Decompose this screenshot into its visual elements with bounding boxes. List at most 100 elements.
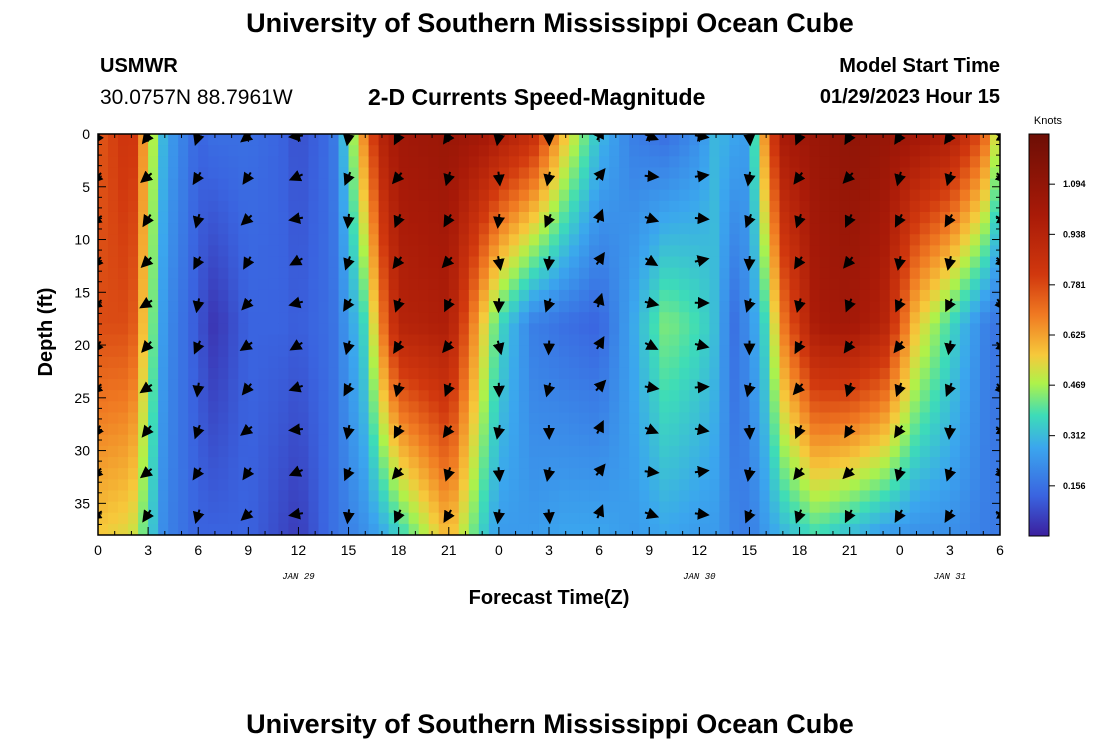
- heatmap-cell: [759, 301, 771, 313]
- heatmap-cell: [158, 390, 169, 402]
- heatmap-cell: [579, 167, 590, 180]
- heatmap-cell: [438, 189, 450, 202]
- heatmap-cell: [418, 156, 430, 169]
- heatmap-cell: [669, 523, 680, 535]
- x-tick-label: 6: [194, 542, 202, 558]
- heatmap-cell: [629, 145, 640, 157]
- heatmap-cell: [859, 468, 871, 480]
- heatmap-cell: [288, 367, 300, 380]
- heatmap-cell: [719, 289, 730, 302]
- heatmap-cell: [248, 289, 259, 302]
- current-vector: [743, 467, 756, 483]
- heatmap-cell: [549, 356, 560, 369]
- current-vector: [694, 338, 710, 351]
- heatmap-cell: [859, 512, 871, 525]
- heatmap-cell: [508, 245, 520, 258]
- heatmap-cell: [258, 390, 269, 402]
- heatmap-cell: [819, 490, 831, 503]
- heatmap-cell: [759, 490, 771, 503]
- heatmap-cell: [899, 312, 911, 324]
- heatmap-cell: [308, 334, 320, 347]
- heatmap-cell: [428, 134, 440, 146]
- heatmap-cell: [689, 512, 700, 525]
- heatmap-cell: [809, 134, 821, 146]
- heatmap-cell: [528, 412, 540, 425]
- heatmap-cell: [709, 423, 720, 436]
- heatmap-cell: [128, 211, 139, 224]
- heatmap-cell: [989, 178, 1000, 191]
- x-tick-label: 12: [291, 542, 307, 558]
- heatmap-cell: [428, 211, 440, 224]
- heatmap-cell: [208, 379, 219, 391]
- heatmap-cell: [128, 234, 139, 246]
- heatmap-cell: [979, 178, 991, 191]
- heatmap-cell: [158, 323, 169, 336]
- heatmap-cell: [759, 479, 771, 492]
- heatmap-cell: [579, 345, 590, 358]
- heatmap-cell: [178, 245, 189, 258]
- heatmap-cell: [358, 434, 370, 447]
- heatmap-cell: [829, 367, 841, 380]
- heatmap-cell: [298, 434, 310, 447]
- heatmap-cell: [729, 512, 741, 525]
- heatmap-cell: [569, 334, 580, 347]
- heatmap-cell: [508, 312, 520, 324]
- heatmap-cell: [438, 412, 450, 425]
- heatmap-cell: [398, 401, 410, 414]
- heatmap-cell: [919, 156, 931, 169]
- heatmap-cell: [368, 401, 380, 414]
- heatmap-cell: [939, 523, 951, 535]
- heatmap-cell: [348, 367, 360, 380]
- heatmap-cell: [929, 189, 941, 202]
- current-vector: [239, 339, 253, 351]
- heatmap-cell: [358, 134, 370, 146]
- heatmap-cell: [619, 434, 630, 447]
- heatmap-cell: [368, 345, 380, 358]
- heatmap-cell: [248, 211, 259, 224]
- heatmap-cell: [909, 423, 921, 436]
- heatmap-cell: [829, 479, 841, 492]
- current-vector: [694, 465, 710, 478]
- heatmap-cell: [909, 412, 921, 425]
- heatmap-cell: [288, 401, 300, 414]
- heatmap-cell: [589, 401, 600, 414]
- current-vector: [894, 509, 906, 524]
- heatmap-cell: [839, 457, 851, 469]
- heatmap-cell: [879, 468, 891, 480]
- heatmap-cell: [478, 167, 490, 180]
- heatmap-cell: [168, 457, 179, 469]
- heatmap-cell: [739, 356, 751, 369]
- heatmap-cell: [508, 445, 520, 458]
- heatmap-cell: [428, 178, 440, 191]
- heatmap-cell: [869, 501, 881, 514]
- current-vector: [694, 212, 710, 225]
- heatmap-cell: [939, 490, 951, 503]
- heatmap-cell: [849, 434, 861, 447]
- heatmap-cell: [328, 312, 340, 324]
- heatmap-cell: [859, 245, 871, 258]
- heatmap-cell: [468, 523, 480, 535]
- heatmap-cell: [398, 434, 410, 447]
- heatmap-cell: [108, 490, 119, 503]
- heatmap-cell: [458, 501, 470, 514]
- heatmap-cell: [969, 156, 981, 169]
- heatmap-cell: [198, 412, 209, 425]
- heatmap-cell: [218, 289, 229, 302]
- current-vector: [142, 213, 154, 228]
- heatmap-cell: [508, 334, 520, 347]
- heatmap-cell: [468, 289, 480, 302]
- heatmap-cell: [218, 345, 229, 358]
- heatmap-cell: [719, 156, 730, 169]
- heatmap-cell: [218, 245, 229, 258]
- heatmap-cell: [228, 390, 239, 402]
- heatmap-cell: [378, 523, 390, 535]
- heatmap-cell: [749, 278, 761, 291]
- heatmap-cell: [849, 490, 861, 503]
- heatmap-cell: [819, 468, 831, 480]
- heatmap-cell: [699, 156, 710, 169]
- heatmap-cell: [268, 234, 279, 246]
- heatmap-cell: [829, 523, 841, 535]
- heatmap-cell: [789, 156, 801, 169]
- heatmap-cell: [368, 501, 380, 514]
- heatmap-cell: [328, 356, 340, 369]
